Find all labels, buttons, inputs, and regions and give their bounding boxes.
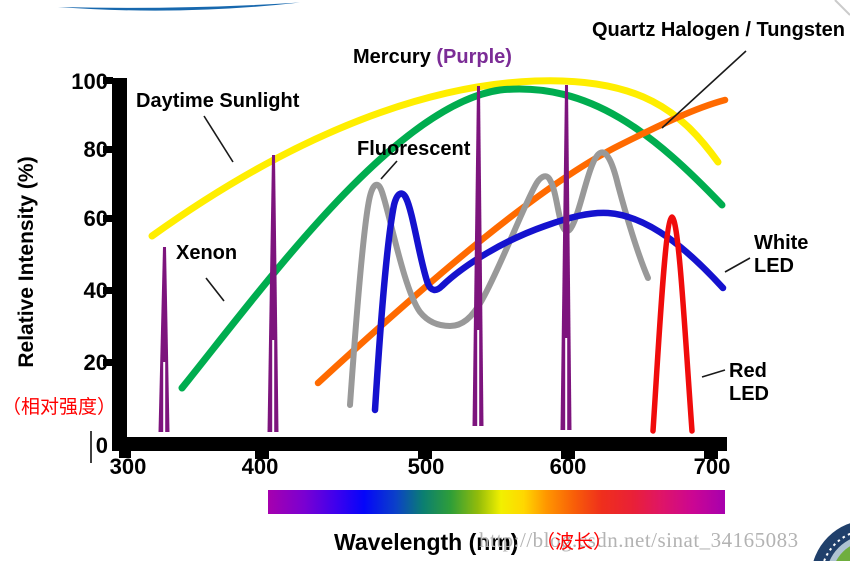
mercury-spike-325nm: [158, 247, 170, 432]
y-axis-title-chinese: （相对强度）: [2, 397, 117, 418]
y-axis-title: Relative Intensity (%): [15, 156, 38, 368]
mercury-label-purple: (Purple): [436, 46, 512, 68]
spike-slit: [477, 330, 480, 426]
y-tick-mark: [103, 77, 113, 84]
wavelength-spectrum-bar: [268, 490, 725, 514]
y-tick-mark: [103, 146, 113, 153]
csdn-certified-seal: [813, 523, 850, 561]
red-led-label: Red LED: [729, 360, 769, 406]
y-tick-label-20: 20: [83, 350, 108, 375]
x-tick-label-700: 700: [693, 454, 731, 479]
white-led-label-line1: White: [754, 232, 809, 254]
red-led-label-line2: LED: [729, 383, 769, 405]
x-tick-label-300: 300: [109, 454, 147, 479]
y-tick-label-100: 100: [71, 69, 108, 94]
y-tick-mark: [103, 215, 113, 222]
red-led-label-line1: Red: [729, 360, 767, 382]
x-tick-label-500: 500: [407, 454, 445, 479]
y-tick-mark: [103, 287, 113, 294]
mercury-spike-545nm: [472, 86, 484, 426]
curve-daytime-sunlight: [148, 77, 722, 240]
watermark-url: http://blog.csdn.net/sinat_34165083: [479, 528, 799, 552]
quartz-halogen-tungsten-label: Quartz Halogen / Tungsten: [592, 19, 845, 41]
daytime-sunlight-leader-line: [203, 115, 234, 163]
corner-decoration-line: [834, 0, 850, 16]
spike-slit: [565, 338, 568, 430]
xenon-leader-line: [205, 277, 225, 302]
quartz-leader-line: [661, 50, 747, 129]
y-tick-label-0: 0: [95, 433, 108, 458]
y-tick-mark: [103, 359, 113, 366]
x-tick-label-600: 600: [549, 454, 587, 479]
xenon-label: Xenon: [176, 242, 238, 264]
x-axis-title-chinese: （波长）: [536, 532, 613, 553]
curve-white-led: [371, 190, 727, 414]
daytime-sunlight-label: Daytime Sunlight: [136, 90, 300, 112]
y-tick-label-60: 60: [83, 206, 108, 231]
x-axis-title: Wavelength (nm): [334, 529, 519, 555]
fluorescent-leader-line: [380, 160, 398, 180]
mercury-label-black: Mercury: [353, 46, 437, 68]
y-tick-label-80: 80: [83, 137, 108, 162]
spike-slit: [272, 340, 275, 432]
curve-quartz-halogen-tungsten: [314, 96, 729, 387]
mercury-spikes: [158, 85, 572, 432]
x-tick-mark: [418, 451, 432, 459]
y-tick-label-40: 40: [83, 278, 108, 303]
fluorescent-label: Fluorescent: [357, 138, 471, 160]
seal-center: [836, 546, 850, 561]
axes: [90, 77, 727, 463]
x-tick-mark: [255, 451, 269, 459]
mercury-label: Mercury (Purple): [353, 46, 512, 69]
spike-slit: [163, 362, 166, 432]
white-led-label-line2: LED: [754, 255, 794, 277]
curve-fluorescent: [347, 149, 651, 408]
red-led-leader-line: [701, 369, 726, 378]
white-led-leader-line: [724, 257, 751, 273]
x-tick-mark: [704, 451, 718, 459]
white-led-label: White LED: [754, 232, 808, 278]
x-axis-line: [112, 437, 727, 451]
x-tick-mark: [119, 451, 131, 458]
x-tick-label-400: 400: [241, 454, 279, 479]
y-axis-line: [112, 78, 127, 451]
curve-red-led: [650, 214, 695, 434]
mercury-spike-600nm: [560, 85, 572, 430]
mercury-spike-405nm: [267, 155, 279, 432]
swoosh-decoration: [58, 2, 300, 11]
x-tick-mark: [561, 451, 575, 459]
